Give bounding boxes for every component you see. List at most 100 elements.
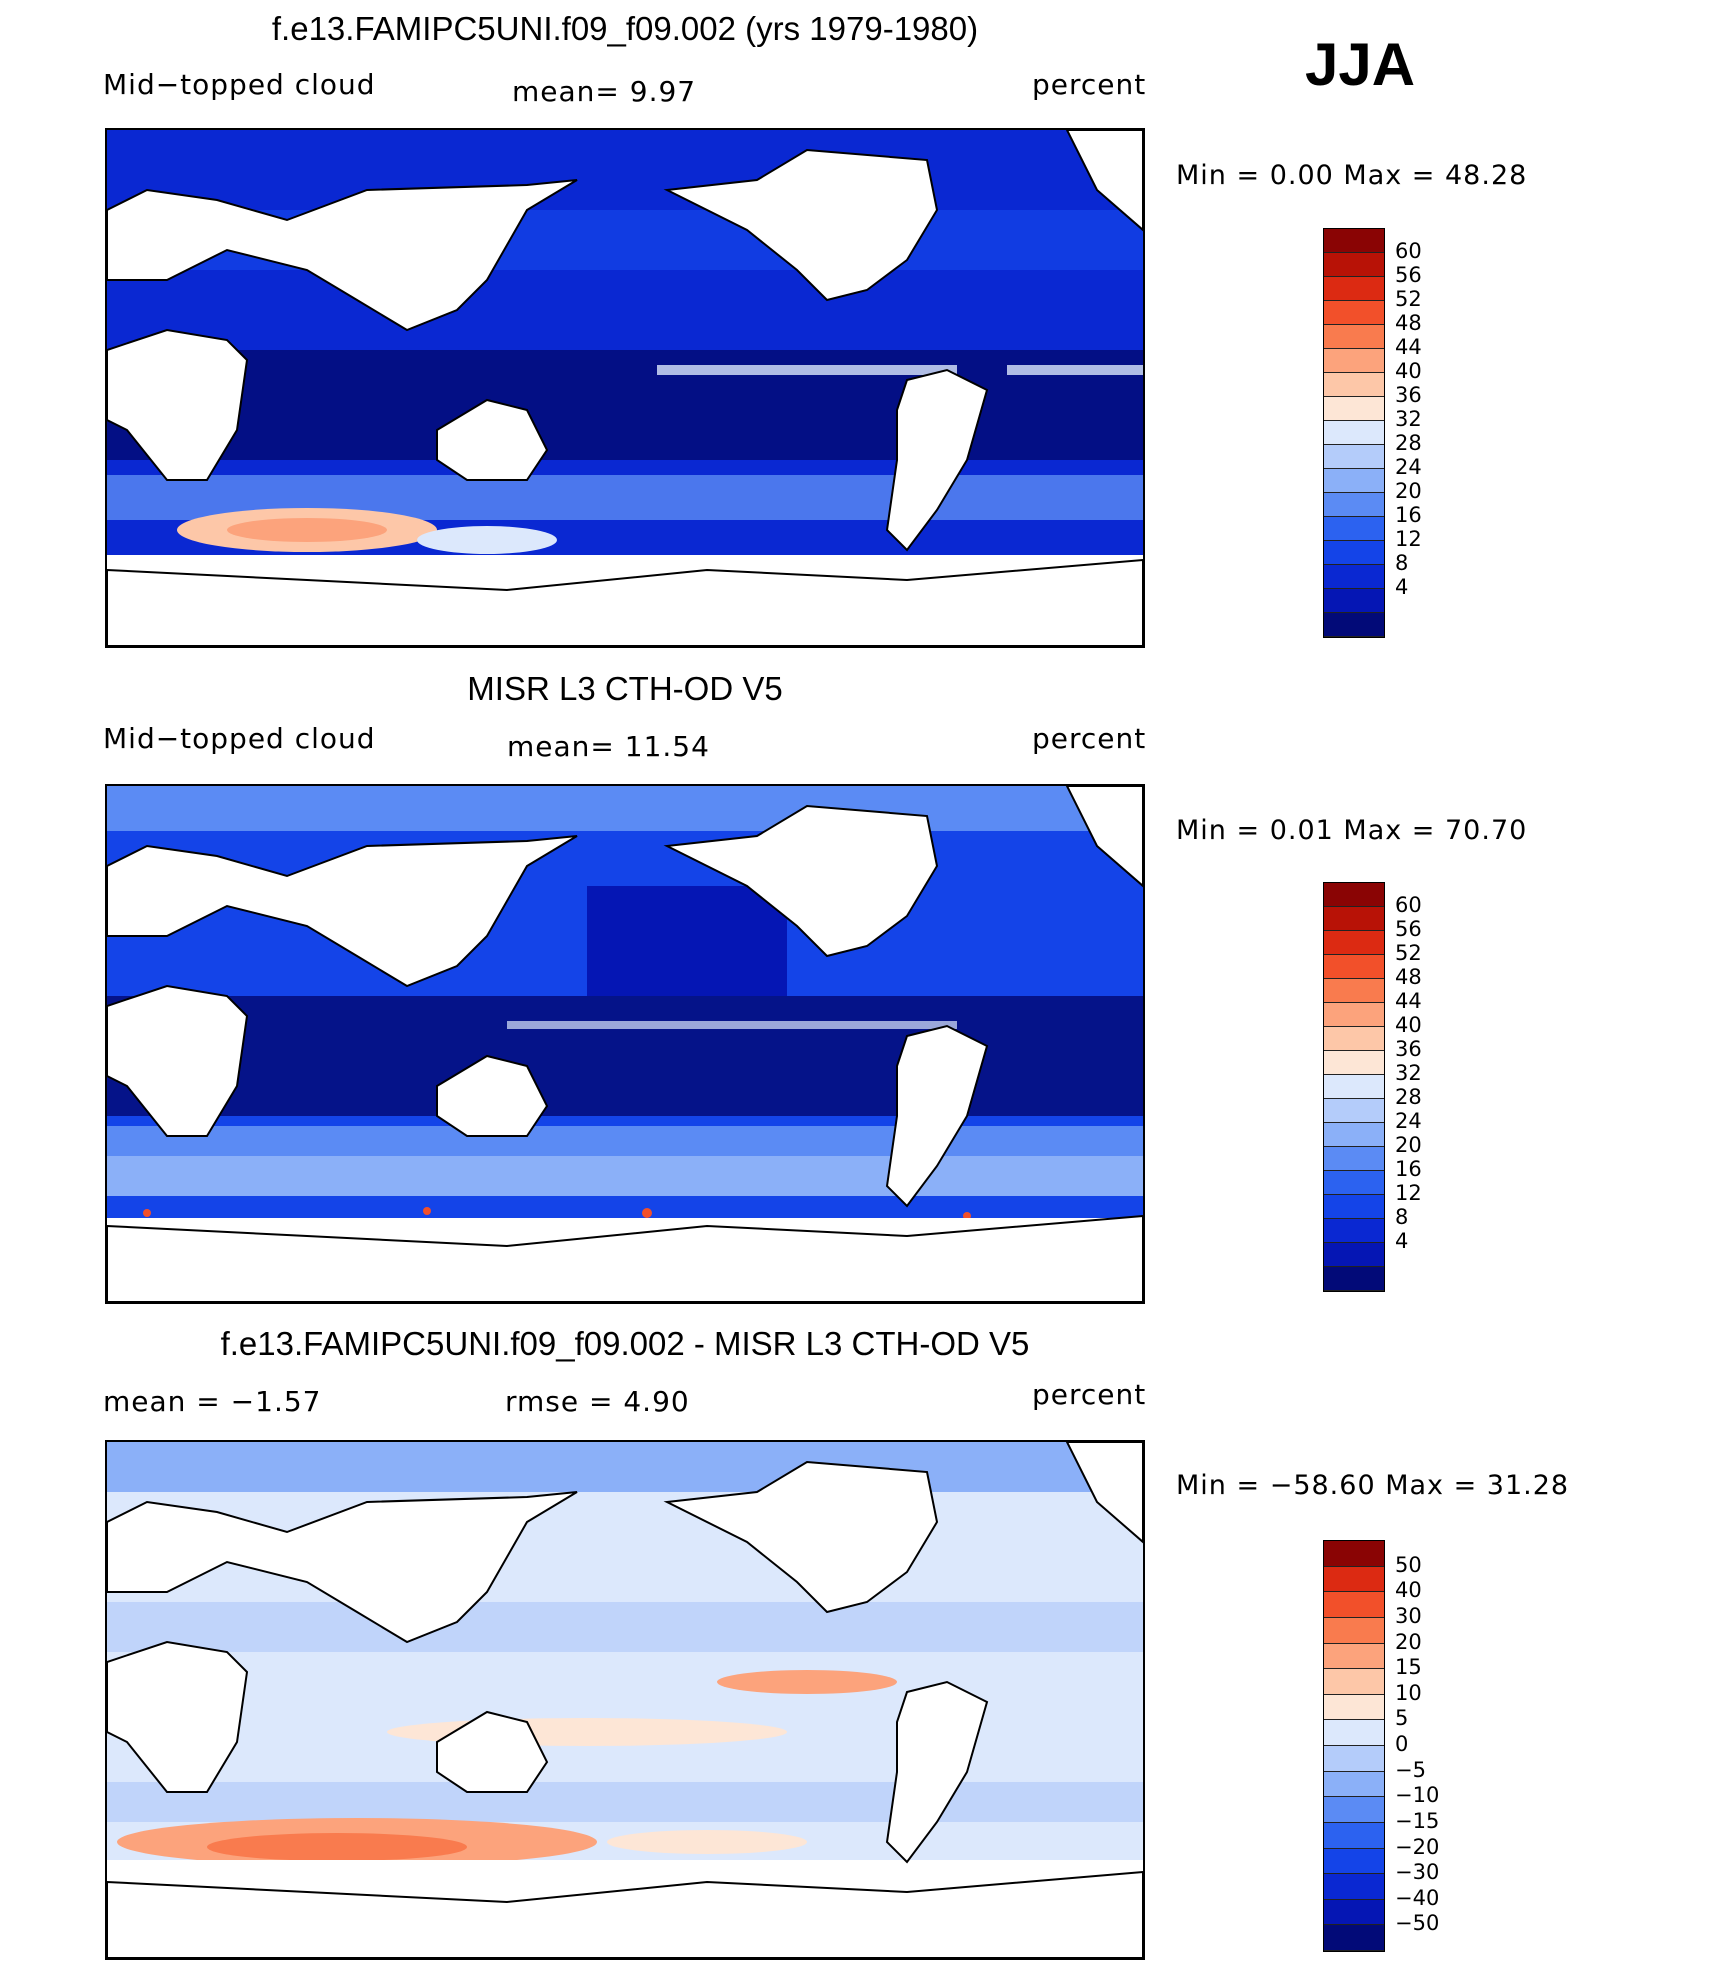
colorbar-segment [1324,277,1384,301]
colorbar-tick-label: 52 [1395,287,1422,311]
colorbar-tick-label: 28 [1395,1085,1422,1109]
colorbar-tick-label: −20 [1395,1834,1440,1859]
colorbar-segment [1324,1848,1384,1875]
colorbar-segment [1324,1925,1384,1951]
colorbar-segment [1324,1099,1384,1123]
colorbar-segment [1324,955,1384,979]
colorbar-tick-label: −50 [1395,1911,1440,1936]
colorbar-segment [1324,1541,1384,1567]
colorbar-segment [1324,421,1384,445]
season-label: JJA [1305,31,1416,98]
colorbar-segment [1324,613,1384,637]
colorbar-segment [1324,1771,1384,1798]
colorbar-tick-label: 52 [1395,941,1422,965]
colorbar-segment [1324,1027,1384,1051]
colorbar-segment [1324,301,1384,325]
colorbar-tick-label: 56 [1395,917,1422,941]
colorbar-tick-label: 36 [1395,383,1422,407]
colorbar-tick-label: 10 [1395,1680,1422,1705]
colorbar-tick-label: 16 [1395,1157,1422,1181]
panel-1-map [105,128,1145,648]
colorbar-tick-label: 32 [1395,1061,1422,1085]
colorbar-tick-label: 32 [1395,407,1422,431]
panel-2-mean-label: mean= 11.54 [507,730,710,763]
colorbar-tick-label: −5 [1395,1757,1426,1782]
colorbar-tick-label: 40 [1395,1578,1422,1603]
colorbar-segment [1324,541,1384,565]
colorbar-segment [1324,1643,1384,1670]
panel-2-title: MISR L3 CTH-OD V5 [467,670,783,707]
colorbar-segment [1324,397,1384,421]
colorbar-segment [1324,469,1384,493]
colorbar-tick-label: 8 [1395,551,1409,575]
colorbar-tick-label: −10 [1395,1783,1440,1808]
colorbar-tick-label: 60 [1395,239,1422,263]
colorbar-tick-label: 40 [1395,1013,1422,1037]
colorbar-tick-label: 40 [1395,359,1422,383]
colorbar-tick-label: 30 [1395,1603,1422,1628]
panel-2-minmax: Min = 0.01 Max = 70.70 [1176,815,1528,846]
colorbar-tick-label: −40 [1395,1885,1440,1910]
colorbar-tick-label: 44 [1395,989,1422,1013]
panel-1-variable-label: Mid−topped cloud [103,68,376,101]
colorbar-tick-label: 8 [1395,1205,1409,1229]
colorbar-segment [1324,229,1384,253]
colorbar-segment [1324,565,1384,589]
colorbar-segment [1324,1243,1384,1267]
colorbar-tick-label: 48 [1395,311,1422,335]
colorbar-segment [1324,1720,1384,1746]
colorbar-segment [1324,1195,1384,1219]
colorbar-segment [1324,517,1384,541]
colorbar-tick-label: 60 [1395,893,1422,917]
colorbar-segment [1324,1669,1384,1695]
panel-3-minmax: Min = −58.60 Max = 31.28 [1176,1470,1570,1501]
colorbar-segment [1324,1123,1384,1147]
colorbar-tick-label: 20 [1395,1629,1422,1654]
panel-1-colorbar [1323,228,1385,638]
colorbar-segment [1324,1566,1384,1593]
panel-2-variable-label: Mid−topped cloud [103,722,376,755]
colorbar-segment [1324,883,1384,907]
colorbar-segment [1324,1592,1384,1618]
colorbar-tick-label: 50 [1395,1552,1422,1577]
colorbar-tick-label: 48 [1395,965,1422,989]
colorbar-tick-label: 0 [1395,1732,1409,1756]
colorbar-segment [1324,493,1384,517]
colorbar-tick-label: 4 [1395,1229,1409,1253]
panel-3-title: f.e13.FAMIPC5UNI.f09_f09.002 - MISR L3 C… [220,1325,1030,1362]
panel-1-title: f.e13.FAMIPC5UNI.f09_f09.002 (yrs 1979-1… [271,10,979,47]
colorbar-segment [1324,907,1384,931]
colorbar-segment [1324,1051,1384,1075]
colorbar-segment [1324,1267,1384,1291]
colorbar-segment [1324,1171,1384,1195]
colorbar-segment [1324,1147,1384,1171]
colorbar-tick-label: 36 [1395,1037,1422,1061]
panel-2-units-label: percent [1032,722,1147,755]
colorbar-segment [1324,253,1384,277]
panel-3-map [105,1440,1145,1960]
panel-3-mean-label: mean = −1.57 [103,1385,322,1418]
colorbar-tick-label: 4 [1395,575,1409,599]
panel-1-mean-label: mean= 9.97 [512,75,697,108]
colorbar-segment [1324,325,1384,349]
colorbar-tick-label: 24 [1395,455,1422,479]
panel-2-colorbar [1323,882,1385,1292]
panel-3-colorbar [1323,1540,1385,1952]
colorbar-tick-label: 5 [1395,1706,1409,1731]
colorbar-tick-label: 16 [1395,503,1422,527]
colorbar-segment [1324,1694,1384,1721]
colorbar-segment [1324,979,1384,1003]
colorbar-tick-label: 20 [1395,1133,1422,1157]
colorbar-tick-label: 24 [1395,1109,1422,1133]
colorbar-tick-label: −30 [1395,1860,1440,1885]
panel-3-rmse-label: rmse = 4.90 [505,1385,690,1418]
colorbar-segment [1324,931,1384,955]
colorbar-segment [1324,373,1384,397]
colorbar-tick-label: 15 [1395,1655,1422,1680]
colorbar-tick-label: 12 [1395,527,1422,551]
colorbar-segment [1324,1003,1384,1027]
colorbar-segment [1324,349,1384,373]
colorbar-tick-label: −15 [1395,1808,1440,1833]
colorbar-segment [1324,1797,1384,1823]
colorbar-segment [1324,1219,1384,1243]
